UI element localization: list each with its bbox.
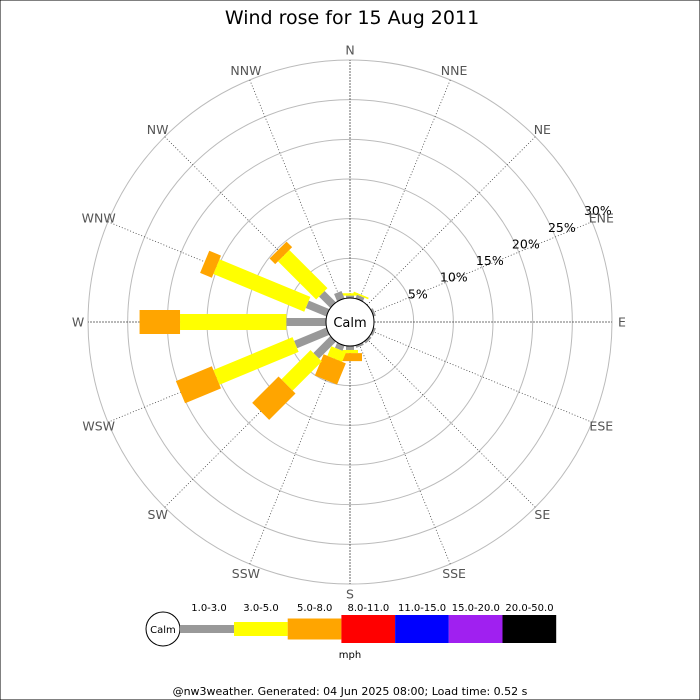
- direction-label-s: S: [346, 587, 354, 602]
- spoke-ese: [372, 330, 593, 423]
- direction-label-ene: ENE: [589, 210, 614, 225]
- direction-label-wsw: WSW: [82, 419, 115, 434]
- legend-swatch-5.0-8.0: [287, 618, 342, 640]
- chart-title: Wind rose for 15 Aug 2011: [225, 7, 479, 29]
- legend-label-3.0-5.0: 3.0-5.0: [243, 603, 278, 614]
- direction-label-nnw: NNW: [230, 63, 261, 78]
- calm-label: Calm: [333, 316, 366, 331]
- bar-wsw-1.0-3.0: [294, 327, 330, 349]
- bar-nne-3.0-5.0: [353, 291, 369, 300]
- legend-swatch-20.0-50.0: [502, 615, 557, 643]
- bar-sw-5.0-8.0: [252, 376, 296, 420]
- legend-label-8.0-11.0: 8.0-11.0: [348, 603, 390, 614]
- calm-center: Calm: [325, 297, 375, 347]
- spoke-nnw: [249, 79, 342, 300]
- legend-label-20.0-50.0: 20.0-50.0: [505, 603, 553, 614]
- spoke-sse: [358, 344, 451, 565]
- direction-label-ssw: SSW: [232, 566, 260, 581]
- legend-items: 1.0-3.0 3.0-5.0 5.0-8.0 8.0-11.0 11.0-15.0 15…: [180, 603, 557, 643]
- bar-ssw-1.0-3.0: [334, 342, 345, 351]
- bar-wnw-1.0-3.0: [305, 300, 330, 317]
- direction-label-w: W: [72, 315, 84, 330]
- direction-label-wnw: WNW: [82, 210, 116, 225]
- legend-label-1.0-3.0: 1.0-3.0: [191, 603, 226, 614]
- legend-unit: mph: [339, 650, 361, 661]
- bar-nne-1.0-3.0: [355, 294, 365, 302]
- direction-labels: N NNE NE ENE E ESE SE SSE S SSW SW WSW W WNW NW NNW: [72, 43, 626, 602]
- legend-label-15.0-20.0: 15.0-20.0: [452, 603, 500, 614]
- direction-label-e: E: [618, 315, 626, 330]
- spoke-ne: [366, 136, 536, 306]
- legend-swatch-3.0-5.0: [234, 622, 288, 636]
- bar-ssw-5.0-8.0: [314, 354, 346, 385]
- bar-nw-3.0-5.0: [278, 250, 328, 300]
- bar-nnw-1.0-3.0: [334, 290, 345, 302]
- bar-wnw-5.0-8.0: [200, 250, 222, 278]
- ring-label-5: 5%: [408, 286, 428, 301]
- legend-label-11.0-15.0: 11.0-15.0: [398, 603, 446, 614]
- direction-label-n: N: [345, 43, 354, 58]
- ring-label-10: 10%: [440, 270, 468, 285]
- ring-label-30: 30%: [584, 203, 612, 218]
- bar-wnw-3.0-5.0: [213, 259, 311, 312]
- direction-label-ne: NE: [534, 122, 551, 137]
- ring-label-20: 20%: [512, 236, 540, 251]
- legend: Calm 1.0-3.0 3.0-5.0 5.0-8.0 8.0-11.0 11.0-1…: [145, 603, 557, 661]
- legend-swatch-11.0-15.0: [395, 615, 449, 643]
- legend-label-5.0-8.0: 5.0-8.0: [297, 603, 332, 614]
- bar-nw-1.0-3.0: [318, 290, 336, 308]
- direction-label-sse: SSE: [442, 566, 466, 581]
- ring-label-25: 25%: [548, 220, 576, 235]
- bar-sw-1.0-3.0: [313, 336, 336, 359]
- bar-wsw-5.0-8.0: [175, 366, 222, 404]
- legend-swatch-15.0-20.0: [448, 615, 503, 643]
- spoke-nne: [358, 79, 451, 300]
- wind-bars: [139, 241, 376, 420]
- spoke-ene: [372, 221, 593, 314]
- ring-labels: 5% 10% 15% 20% 25% 30%: [408, 203, 612, 301]
- legend-calm-label: Calm: [150, 625, 176, 636]
- bar-wsw-3.0-5.0: [213, 337, 299, 385]
- spoke-ssw: [249, 344, 342, 565]
- bar-sw-3.0-5.0: [281, 350, 322, 391]
- footer-text: @nw3weather. Generated: 04 Jun 2025 08:0…: [173, 685, 528, 698]
- direction-label-sw: SW: [148, 507, 168, 522]
- bar-ssw-3.0-5.0: [327, 346, 347, 362]
- ring-label-15: 15%: [476, 253, 504, 268]
- direction-label-ese: ESE: [589, 419, 613, 434]
- legend-swatch-8.0-11.0: [341, 615, 396, 643]
- calm-circle: [325, 297, 375, 347]
- direction-label-nne: NNE: [441, 63, 468, 78]
- direction-label-se: SE: [534, 507, 550, 522]
- direction-label-nw: NW: [147, 122, 169, 137]
- bar-nw-5.0-8.0: [269, 241, 293, 265]
- spoke-se: [366, 338, 536, 508]
